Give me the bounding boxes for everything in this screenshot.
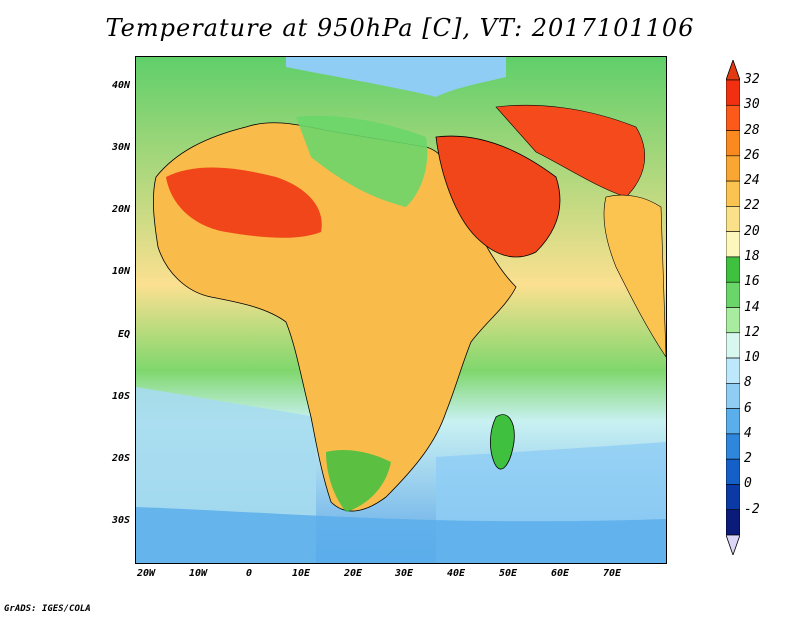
lon-label-20w: 20W bbox=[136, 568, 156, 579]
colorbar-segment bbox=[726, 332, 740, 359]
colorbar-segment bbox=[726, 281, 740, 308]
colorbar-segment bbox=[726, 180, 740, 207]
colorbar-level-label: 28 bbox=[744, 122, 760, 138]
lat-label-eq: EQ bbox=[117, 329, 130, 340]
lon-label-10e: 10E bbox=[291, 568, 311, 579]
colorbar-level-label: 12 bbox=[744, 324, 760, 340]
colorbar-segment bbox=[726, 484, 740, 511]
colorbar-segment bbox=[726, 155, 740, 182]
lat-label-20s: 20S bbox=[111, 453, 130, 464]
colorbar-level-label: 30 bbox=[744, 97, 760, 113]
colorbar-level-label: 6 bbox=[744, 400, 752, 416]
lon-label-20e: 20E bbox=[343, 568, 363, 579]
colorbar-segment bbox=[726, 206, 740, 232]
colorbar-level-label: 8 bbox=[744, 375, 752, 391]
colorbar-segment bbox=[726, 104, 740, 131]
colorbar-segment bbox=[726, 357, 740, 384]
colorbar-level-label: 22 bbox=[744, 198, 760, 214]
colorbar-segment bbox=[726, 383, 740, 409]
grads-credit: GrADS: IGES/COLA bbox=[4, 604, 91, 614]
lat-label-30n: 30N bbox=[111, 142, 130, 153]
colorbar-segment bbox=[726, 79, 740, 106]
north-africa-cool-area bbox=[296, 115, 428, 207]
colorbar-bottom-cap bbox=[726, 534, 740, 555]
colorbar-level-label: 20 bbox=[744, 223, 760, 239]
lat-label-10n: 10N bbox=[111, 266, 130, 277]
colorbar-level-label: 16 bbox=[744, 274, 760, 290]
map-title: Temperature at 950hPa [C], VT: 201710110… bbox=[105, 14, 695, 42]
colorbar-level-label: -2 bbox=[744, 501, 760, 517]
colorbar-level-label: 10 bbox=[744, 350, 760, 366]
far-south-cold-band bbox=[136, 507, 666, 563]
colorbar-top-cap bbox=[726, 60, 740, 81]
sahara-hot-core bbox=[166, 167, 322, 238]
lon-label-30e: 30E bbox=[394, 568, 414, 579]
mediterranean-sea bbox=[286, 57, 506, 97]
lat-label-30s: 30S bbox=[111, 515, 130, 526]
colorbar-level-label: 0 bbox=[744, 476, 752, 492]
colorbar-level-label: 26 bbox=[744, 147, 760, 163]
south-asia-hot-area bbox=[495, 104, 646, 198]
lat-label-40n: 40N bbox=[111, 80, 130, 91]
colorbar-level-label: 18 bbox=[744, 248, 760, 264]
lat-label-10s: 10S bbox=[111, 391, 130, 402]
madagascar-island bbox=[490, 414, 515, 470]
colorbar-level-label: 32 bbox=[744, 72, 760, 87]
lon-label-0: 0 bbox=[245, 568, 253, 579]
colorbar-segment bbox=[726, 256, 740, 283]
colorbar-level-label: 2 bbox=[744, 451, 752, 467]
colorbar-segment bbox=[726, 408, 740, 435]
colorbar-segment bbox=[726, 458, 740, 485]
india-subcontinent bbox=[603, 194, 666, 358]
lat-label-20n: 20N bbox=[111, 204, 130, 215]
lon-label-60e: 60E bbox=[550, 568, 570, 579]
southern-africa-green-area bbox=[326, 450, 391, 512]
lon-label-40e: 40E bbox=[446, 568, 466, 579]
arabian-peninsula bbox=[435, 135, 561, 258]
colorbar-segment bbox=[726, 231, 740, 258]
lon-label-10w: 10W bbox=[188, 568, 208, 579]
colorbar-segment bbox=[726, 509, 740, 536]
lon-label-50e: 50E bbox=[498, 568, 518, 579]
colorbar-segment bbox=[726, 307, 740, 334]
colorbar-level-label: 14 bbox=[744, 299, 760, 315]
colorbar-level-label: 24 bbox=[744, 173, 760, 189]
temperature-map bbox=[135, 56, 667, 564]
lon-label-70e: 70E bbox=[602, 568, 622, 579]
colorbar-level-label: 4 bbox=[744, 425, 752, 441]
colorbar-segment bbox=[726, 130, 740, 157]
colorbar-segment bbox=[726, 433, 740, 460]
map-canvas bbox=[136, 57, 666, 563]
colorbar bbox=[726, 60, 740, 555]
